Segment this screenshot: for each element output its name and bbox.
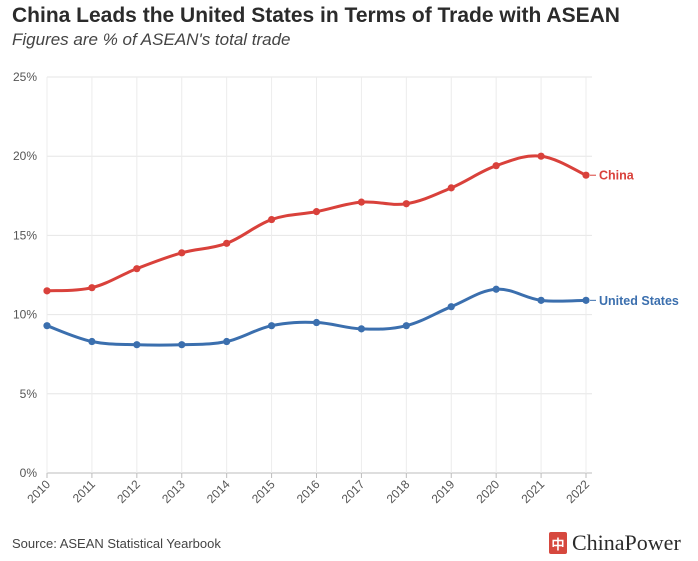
x-tick-label: 2015 [249,477,278,506]
united-states-data-point [402,322,410,330]
source-note: Source: ASEAN Statistical Yearbook [12,536,221,551]
china-data-point [88,284,96,292]
china-series-label: China [599,169,635,183]
x-tick-label: 2021 [518,477,547,506]
y-tick-label: 0% [20,466,38,480]
x-tick-label: 2022 [563,477,592,506]
y-tick-label: 25% [13,70,37,84]
united-states-data-point [357,325,366,333]
china-data-point [582,171,590,179]
y-tick-label: 20% [13,149,37,163]
united-states-data-point [447,303,455,311]
chart-subtitle: Figures are % of ASEAN's total trade [12,30,291,49]
united-states-data-point [267,322,276,330]
chart-title: China Leads the United States in Terms o… [12,4,620,27]
x-tick-label: 2013 [159,477,188,506]
y-tick-label: 10% [13,308,37,322]
x-tick-label: 2019 [429,477,458,506]
china-data-point [267,215,276,224]
y-tick-label: 15% [13,228,37,242]
united-states-data-point [223,337,231,346]
united-states-data-point [133,341,141,349]
x-tick-label: 2017 [339,477,368,506]
x-tick-label: 2012 [114,477,143,506]
china-data-point [223,239,231,247]
x-tick-label: 2018 [384,477,413,506]
china-data-point [537,152,545,160]
united-states-series-label: United States [599,294,679,308]
x-tick-label: 2016 [294,477,323,506]
united-states-data-point [582,296,590,304]
y-tick-label: 5% [20,387,38,401]
united-states-data-point [537,296,545,304]
united-states-data-point [43,322,51,330]
china-data-point [312,208,321,216]
x-tick-label: 2014 [204,477,233,506]
x-tick-label: 2020 [474,477,503,506]
china-data-point [178,249,186,257]
united-states-data-point [492,285,500,293]
united-states-data-point [312,318,321,327]
china-data-point [357,198,366,206]
china-data-point [447,184,455,192]
united-states-data-point [178,341,186,349]
china-data-point [492,162,500,170]
x-tick-label: 2010 [24,477,53,506]
chinapower-logo-icon: 中 [549,532,567,554]
brand-name: ChinaPower [572,530,681,555]
china-data-point [43,287,51,295]
x-tick-label: 2011 [70,477,98,505]
china-data-point [402,200,410,208]
united-states-data-point [88,337,96,346]
chinapower-logo[interactable]: 中 ChinaPower [549,530,681,556]
china-data-point [133,265,141,273]
